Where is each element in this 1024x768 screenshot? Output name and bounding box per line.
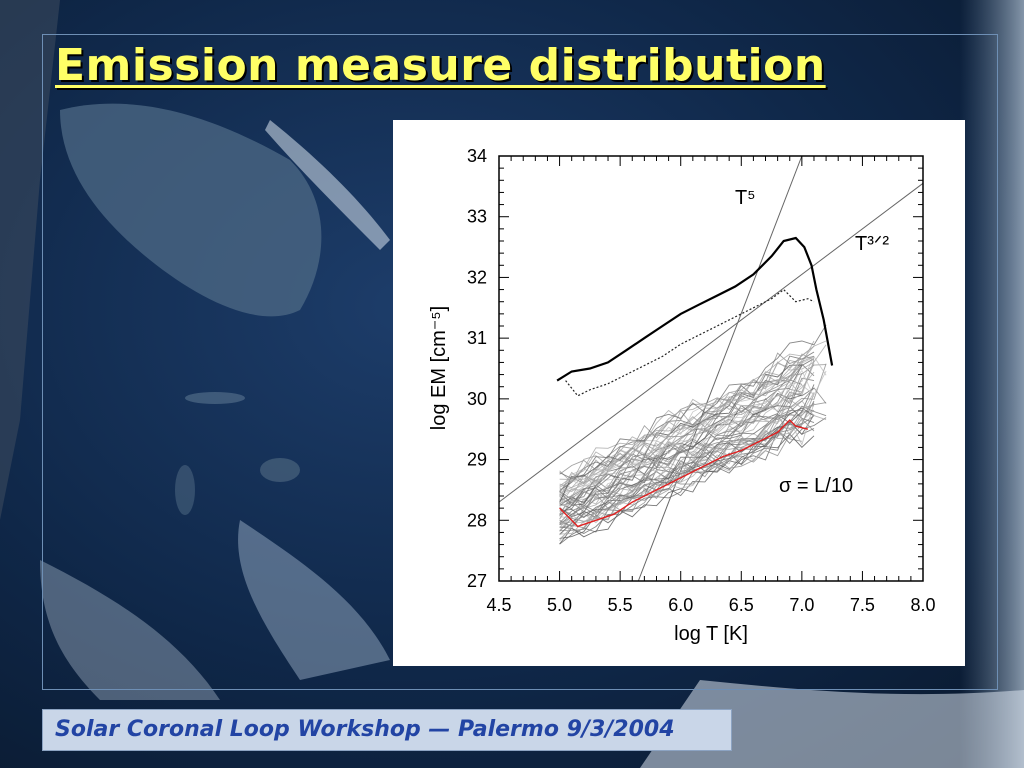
loop-em-curve xyxy=(559,405,815,527)
loop-em-curve xyxy=(559,433,815,545)
loop-em-curve xyxy=(559,405,827,524)
y-tick-label: 33 xyxy=(467,207,487,227)
y-tick-label: 29 xyxy=(467,450,487,470)
loop-em-curve xyxy=(559,351,815,491)
x-tick-label: 7.5 xyxy=(850,595,875,615)
reference-line xyxy=(499,182,923,503)
series-line-dotted-black xyxy=(565,288,815,397)
loop-em-curve xyxy=(559,359,815,506)
content-frame xyxy=(42,34,998,690)
y-tick-label: 31 xyxy=(467,328,487,348)
footer-bar: Solar Coronal Loop Workshop — Palermo 9/… xyxy=(42,709,732,751)
loop-em-curve xyxy=(559,377,815,500)
x-tick-label: 4.5 xyxy=(486,595,511,615)
y-tick-label: 28 xyxy=(467,510,487,530)
x-tick-label: 6.5 xyxy=(729,595,754,615)
y-tick-label: 30 xyxy=(467,389,487,409)
loop-em-curve xyxy=(559,340,815,494)
loop-em-curve xyxy=(559,402,815,536)
x-tick-label: 5.0 xyxy=(547,595,572,615)
reference-line xyxy=(637,156,803,581)
chart-panel: 4.5 5.0 5.5 6.0 6.5 7.0 7.5 8.0 27 28 29 30 31 32 33 3… xyxy=(393,120,965,666)
loop-em-curve xyxy=(559,369,815,507)
sigma-annotation: σ = L/10 xyxy=(779,475,853,497)
loop-em-curve xyxy=(559,410,802,520)
plot-frame xyxy=(498,155,924,582)
loop-em-curve xyxy=(559,324,827,479)
x-tick-label: 6.0 xyxy=(668,595,693,615)
loop-em-curve xyxy=(559,384,815,519)
loop-em-curve xyxy=(559,391,803,519)
loop-em-curve xyxy=(559,402,827,526)
x-tick-label: 7.0 xyxy=(789,595,814,615)
loop-em-curve xyxy=(559,363,815,507)
t32-annotation: T³ᐟ² xyxy=(855,233,889,255)
series-line-red xyxy=(559,419,809,528)
x-tick-label: 8.0 xyxy=(910,595,935,615)
loop-em-curve xyxy=(559,371,815,500)
loop-em-curve xyxy=(559,399,815,515)
loop-em-curve xyxy=(559,354,803,480)
gray-loop-bundle xyxy=(559,324,827,545)
footer-text: Solar Coronal Loop Workshop — Palermo 9/… xyxy=(55,717,675,742)
y-axis-label: log EM [cm⁻⁵] xyxy=(428,306,450,430)
loop-em-curve xyxy=(559,364,827,497)
y-tick-labels: 27 28 29 30 31 32 33 34 xyxy=(467,146,487,591)
x-tick-label: 5.5 xyxy=(608,595,633,615)
loop-em-curve xyxy=(559,340,827,487)
y-tick-label: 34 xyxy=(467,146,487,166)
loop-em-curve xyxy=(559,361,803,497)
series-lines xyxy=(556,236,834,528)
reference-lines xyxy=(499,156,923,581)
loop-em-curve xyxy=(559,387,827,507)
loop-em-curve xyxy=(559,356,815,503)
x-axis-label: log T [K] xyxy=(674,623,748,645)
x-tick-labels: 4.5 5.0 5.5 6.0 6.5 7.0 7.5 8.0 xyxy=(486,595,935,615)
t5-annotation: T⁵ xyxy=(735,187,756,209)
emission-measure-chart: 4.5 5.0 5.5 6.0 6.5 7.0 7.5 8.0 27 28 29 30 31 32 33 3… xyxy=(428,146,936,645)
loop-em-curve xyxy=(559,345,815,493)
axis-ticks xyxy=(498,155,924,582)
loop-em-curve xyxy=(559,353,815,484)
y-tick-label: 27 xyxy=(467,571,487,591)
loop-em-curve xyxy=(559,421,815,534)
y-tick-label: 32 xyxy=(467,267,487,287)
series-line-solid-black-thick xyxy=(556,236,834,382)
loop-em-curve xyxy=(559,363,815,496)
page-title: Emission measure distribution xyxy=(55,40,826,91)
